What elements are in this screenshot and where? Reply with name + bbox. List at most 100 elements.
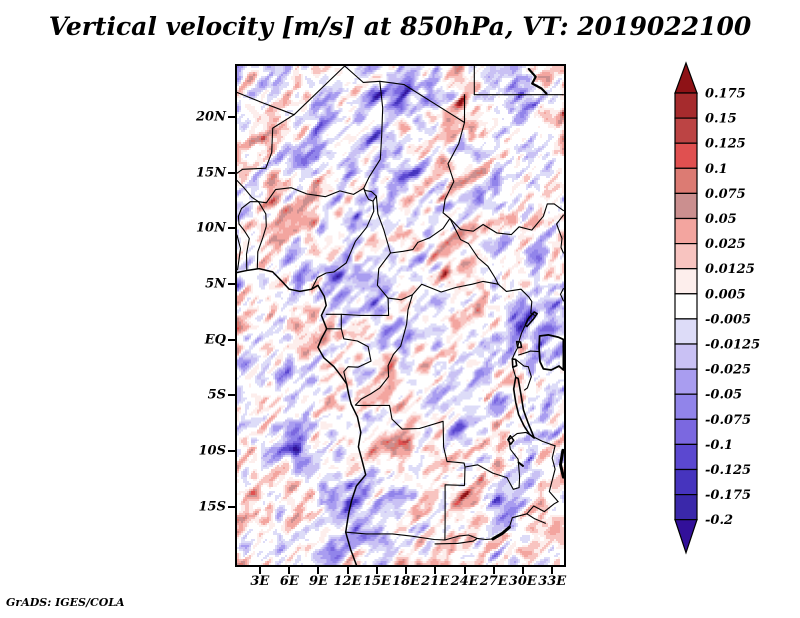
country-border-line [508, 513, 546, 528]
map-borders-overlay [237, 66, 564, 565]
x-axis-tick-label: 24E [450, 574, 479, 589]
x-axis-tick [258, 567, 261, 574]
country-border-line [511, 347, 519, 360]
country-border-line [507, 434, 515, 446]
country-border-line [256, 201, 267, 270]
country-border-line [325, 313, 342, 330]
colorbar-label: 0.15 [705, 112, 737, 127]
colorbar-segment [674, 92, 698, 119]
colorbar-label: -0.2 [705, 513, 733, 528]
colorbar-segment [674, 343, 698, 370]
y-axis-tick-label: 5N [205, 276, 226, 292]
country-border-line [559, 288, 564, 302]
colorbar-segment [674, 318, 698, 345]
y-axis-tick-label: 5S [207, 387, 226, 403]
country-border-line [363, 187, 377, 202]
colorbar-label: -0.075 [705, 413, 751, 428]
x-axis-tick [551, 567, 554, 574]
country-border-line [512, 366, 517, 378]
colorbar-label: 0.125 [705, 137, 746, 152]
country-border-line [524, 311, 538, 328]
country-border-line [529, 350, 540, 353]
x-axis-tick [317, 567, 320, 574]
colorbar-label: -0.175 [705, 488, 751, 503]
map-plot: 20N 15N 10N 5N EQ 5S 10S 15S 3E 6E 9E 12E 15E 18E 21E 2… [196, 64, 566, 589]
colorbar-label: 0.1 [705, 162, 728, 177]
x-axis-tick-label: 9E [308, 574, 328, 589]
country-border-line [526, 501, 559, 515]
x-axis-tick-label: 6E [279, 574, 299, 589]
x-axis-tick [463, 567, 466, 574]
y-axis-tick-label: 10S [198, 443, 226, 459]
country-border-line [449, 203, 555, 236]
country-border-line [538, 333, 564, 371]
country-border-line [497, 283, 537, 317]
y-axis-tick-label: 20N [196, 109, 226, 125]
y-axis-tick [228, 394, 235, 397]
country-border-line [527, 67, 548, 95]
country-border-line [553, 203, 564, 212]
x-axis-tick [492, 567, 495, 574]
country-border-line [434, 537, 478, 545]
y-axis-tick [228, 338, 235, 341]
colorbar-segment [674, 268, 698, 295]
grads-attribution: GrADS: IGES/COLA [6, 596, 125, 609]
country-border-line [345, 531, 446, 541]
colorbar-segment [674, 142, 698, 169]
colorbar-segment [674, 243, 698, 270]
colorbar-segment [674, 117, 698, 144]
country-border-line [534, 436, 556, 447]
country-border-line [344, 66, 466, 124]
colorbar-label: 0.025 [705, 237, 746, 252]
y-axis-tick-label: 15N [196, 165, 226, 181]
colorbar-label: -0.0125 [705, 338, 760, 353]
colorbar-label: -0.025 [705, 363, 751, 378]
x-axis-tick [288, 567, 291, 574]
x-axis-tick-label: 30E [508, 574, 537, 589]
country-border-line [511, 358, 518, 369]
country-border-line [375, 195, 451, 254]
colorbar-segment [674, 443, 698, 471]
country-border-line [387, 280, 499, 301]
x-axis-tick [405, 567, 408, 574]
x-axis-tick-label: 12E [333, 574, 362, 589]
colorbar-label: 0.175 [705, 87, 746, 102]
y-axis-tick-label: 10N [196, 220, 226, 236]
country-border-line [444, 466, 466, 541]
colorbar-arrow-up [674, 61, 698, 94]
colorbar-label: -0.05 [705, 388, 742, 403]
y-axis-tick [228, 506, 235, 509]
country-border-line [559, 448, 564, 479]
country-border-line [517, 461, 524, 467]
colorbar-segment [674, 368, 698, 395]
colorbar: 0.175 0.15 0.125 0.1 0.075 0.05 0.025 0.0125 0.0… [674, 61, 760, 555]
country-border-line [237, 234, 242, 271]
country-border-line [548, 445, 559, 503]
colorbar-arrow-down [674, 519, 698, 555]
x-axis-tick-label: 3E [250, 574, 270, 589]
x-axis-tick-label: 27E [479, 574, 508, 589]
country-border-line [556, 214, 564, 254]
x-axis-tick [346, 567, 349, 574]
page-title: Vertical velocity [m/s] at 850hPa, VT: 2… [48, 12, 752, 41]
colorbar-segment [674, 167, 698, 195]
colorbar-segment [674, 418, 698, 445]
colorbar-segment [674, 494, 698, 521]
country-border-line [491, 525, 511, 541]
country-border-line [237, 114, 295, 174]
country-border-line [311, 200, 375, 290]
y-axis-tick [228, 227, 235, 230]
country-border-line [518, 350, 531, 356]
country-border-line [340, 328, 372, 385]
y-axis-tick-label: EQ [204, 332, 226, 348]
y-axis-tick [228, 450, 235, 453]
colorbar-label: -0.1 [705, 438, 733, 453]
country-border-line [257, 187, 365, 204]
x-axis-tick-label: 15E [362, 574, 391, 589]
y-axis-tick [228, 283, 235, 286]
x-axis-tick [434, 567, 437, 574]
colorbar-label: -0.125 [705, 463, 751, 478]
y-axis-tick [228, 115, 235, 118]
x-axis-tick [375, 567, 378, 574]
